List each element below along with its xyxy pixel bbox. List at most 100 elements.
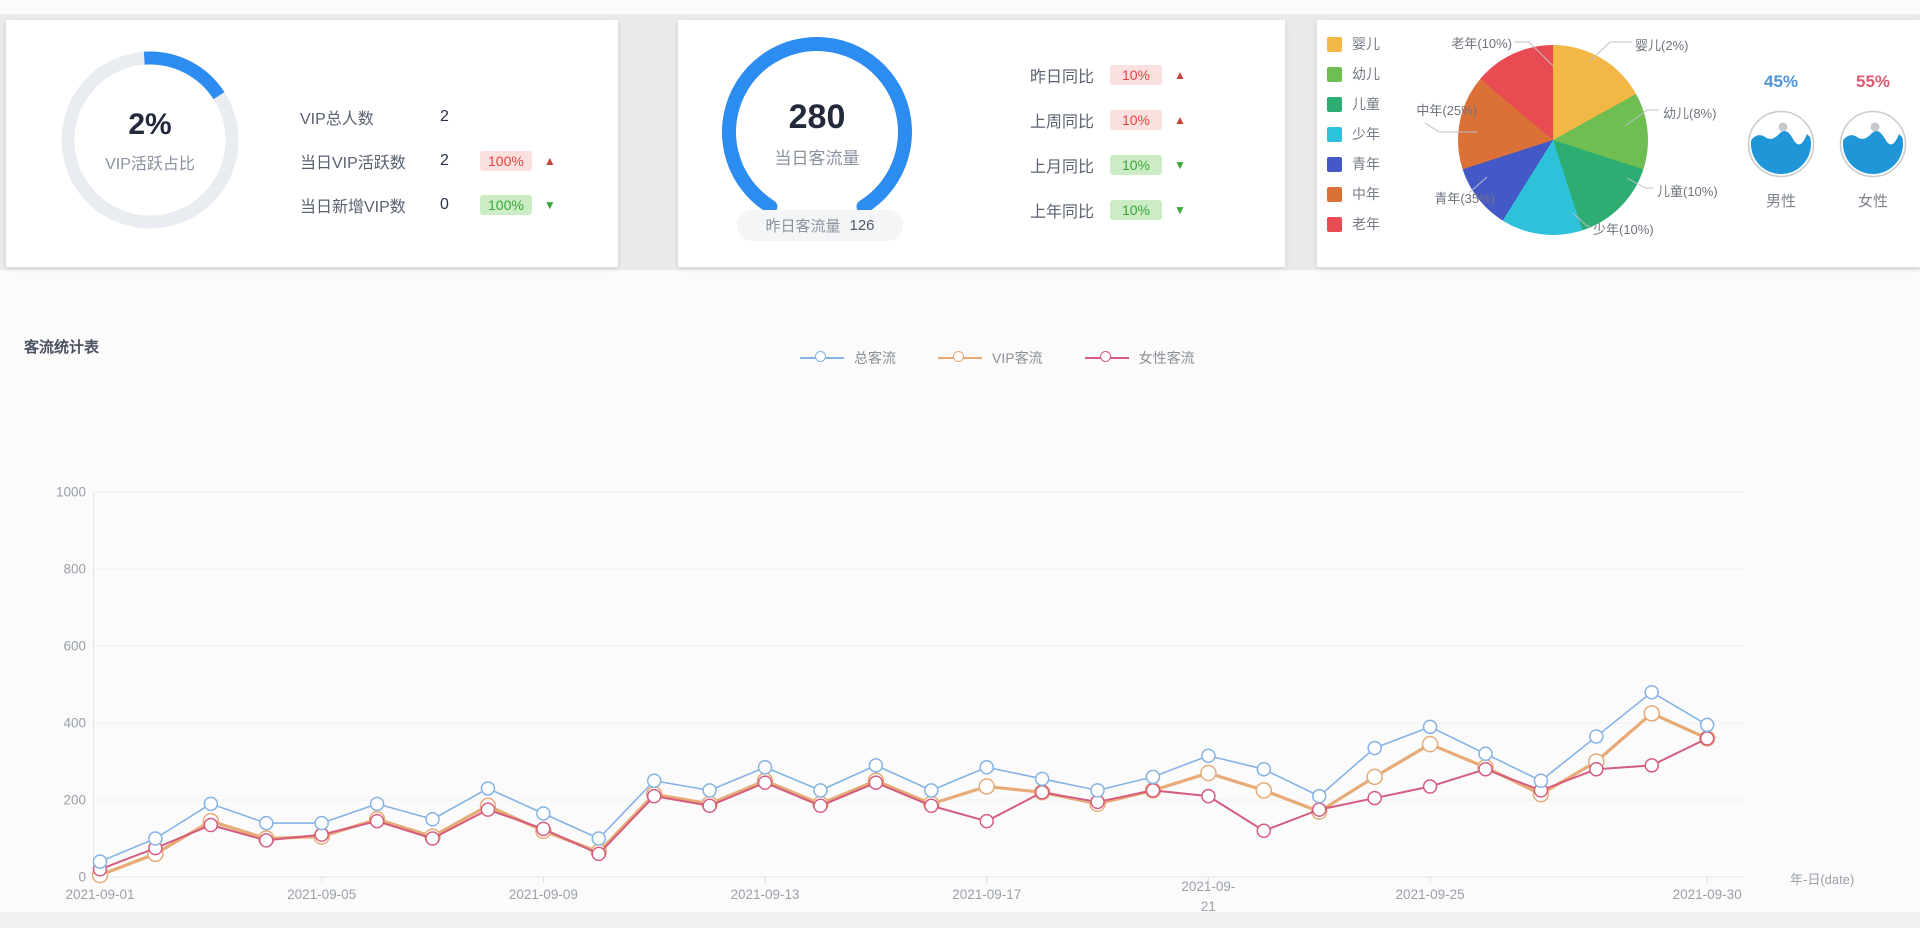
trend-down-icon: ▼: [1174, 203, 1186, 217]
svg-text:2021-09-13: 2021-09-13: [731, 887, 800, 902]
legend-label: 少年: [1352, 126, 1380, 142]
trend-up-icon: ▲: [1174, 68, 1186, 82]
legend-label: 儿童: [1352, 96, 1380, 112]
flow-legend-item[interactable]: 总客流: [800, 348, 896, 368]
age-gender-card: 婴儿幼儿儿童少年青年中年老年 老年(10%) 婴儿(2%) 幼儿(8%) 儿童(…: [1317, 20, 1920, 267]
legend-label: 婴儿: [1352, 36, 1380, 52]
line-circle-marker-icon: [938, 351, 982, 362]
change-badge: 10%: [1110, 65, 1162, 85]
pie-callout-laonian: 老年(10%): [1451, 36, 1512, 51]
svg-text:600: 600: [63, 639, 86, 654]
svg-text:800: 800: [63, 562, 86, 577]
bottom-background-band: [0, 912, 1920, 928]
vip-card: 2% VIP活跃占比 VIP总人数 2 当日VIP活跃数 2 100% ▲ 当日新增VIP数…: [6, 20, 618, 267]
marker-circle: [953, 351, 964, 362]
legend-label: 幼儿: [1352, 66, 1380, 82]
pie-legend-item[interactable]: 婴儿: [1327, 33, 1380, 55]
svg-text:2021-09-17: 2021-09-17: [952, 887, 1021, 902]
marker-circle: [1099, 351, 1111, 362]
stat-row: 上周同比 10% ▲: [1008, 108, 1186, 132]
pie-legend-item[interactable]: 少年: [1327, 123, 1380, 145]
traffic-gauge: [722, 37, 912, 227]
trend-down-icon: ▼: [543, 198, 556, 212]
stat-value: 2: [440, 108, 449, 125]
trend-up-icon: ▲: [1174, 113, 1186, 127]
traffic-today-value: 280: [788, 98, 846, 136]
svg-text:2021-09-05: 2021-09-05: [287, 887, 356, 902]
flow-legend-label: 总客流: [854, 350, 896, 366]
stat-row: 当日新增VIP数 0 100% ▼: [300, 193, 556, 217]
svg-text:200: 200: [63, 793, 86, 808]
stat-label: 上周同比: [1029, 114, 1094, 131]
yesterday-traffic-value: 126: [849, 217, 875, 234]
stat-label: 当日VIP活跃数: [300, 155, 406, 172]
stat-value: 2: [440, 152, 449, 169]
pie-legend-item[interactable]: 幼儿: [1327, 63, 1380, 85]
stat-label: 上年同比: [1029, 204, 1094, 221]
svg-text:2021-09-25: 2021-09-25: [1396, 887, 1465, 902]
stat-label: 昨日同比: [1029, 69, 1094, 86]
svg-text:2021-09-30: 2021-09-30: [1673, 887, 1742, 902]
pie-legend-item[interactable]: 中年: [1327, 183, 1380, 205]
stat-label: VIP总人数: [300, 111, 374, 128]
female-label: 女性: [1857, 193, 1888, 210]
pie-callout-zhongnian: 中年(25%): [1416, 103, 1477, 118]
age-pie-chart: [1458, 45, 1648, 235]
svg-text:0: 0: [78, 870, 86, 885]
svg-text:2021-09-: 2021-09-: [1181, 879, 1235, 894]
flow-legend-label: 女性客流: [1138, 350, 1195, 366]
change-badge: 100%: [480, 151, 532, 171]
pie-callout-shaonian: 少年(10%): [1593, 222, 1654, 237]
legend-label: 青年: [1352, 156, 1380, 172]
pie-callout-ertong: 儿童(10%): [1657, 184, 1718, 199]
traffic-card: 280 当日客流量 昨日客流量 126 昨日同比 10% ▲ 上周同比 10% ▲ 上月同比…: [678, 20, 1285, 267]
yesterday-traffic-label: 昨日客流量: [765, 218, 841, 235]
female-percent: 55%: [1855, 72, 1891, 91]
marker-circle: [815, 351, 826, 362]
change-badge: 100%: [480, 195, 532, 215]
stat-row: 上年同比 10% ▼: [1008, 198, 1186, 222]
legend-swatch: [1327, 216, 1342, 232]
pie-label-leader-lines: [1424, 41, 1659, 227]
female-liquid-chart: [1839, 110, 1907, 178]
age-pie-legend: 婴儿幼儿儿童少年青年中年老年: [1327, 33, 1380, 243]
svg-text:2021-09-01: 2021-09-01: [65, 887, 134, 902]
stat-row: 当日VIP活跃数 2 100% ▲: [300, 149, 556, 173]
legend-label: 老年: [1352, 216, 1380, 232]
traffic-today-caption: 当日客流量: [774, 149, 860, 168]
stat-row: 上月同比 10% ▼: [1008, 153, 1186, 177]
yesterday-traffic-pill: 昨日客流量 126: [737, 210, 903, 241]
legend-swatch: [1327, 156, 1342, 172]
trend-down-icon: ▼: [1174, 158, 1186, 172]
legend-swatch: [1327, 36, 1342, 52]
pie-callout-yinger: 婴儿(2%): [1635, 38, 1689, 53]
pie-legend-item[interactable]: 老年: [1327, 213, 1380, 235]
legend-swatch: [1327, 126, 1342, 142]
male-percent: 45%: [1763, 72, 1799, 91]
male-liquid-chart: [1747, 110, 1815, 178]
vip-active-caption: VIP活跃占比: [105, 156, 195, 173]
flow-legend-item[interactable]: 女性客流: [1084, 348, 1195, 368]
pie-legend-item[interactable]: 青年: [1327, 153, 1380, 175]
svg-text:21: 21: [1201, 899, 1216, 914]
flow-legend-label: VIP客流: [992, 350, 1043, 366]
trend-up-icon: ▲: [543, 154, 556, 168]
stat-value: 0: [440, 196, 449, 213]
traffic-stat-rows: 昨日同比 10% ▲ 上周同比 10% ▲ 上月同比 10% ▼ 上年同比 10% ▼: [1008, 63, 1186, 243]
male-label: 男性: [1765, 193, 1796, 210]
pie-legend-item[interactable]: 儿童: [1327, 93, 1380, 115]
line-circle-marker-icon: [800, 351, 844, 362]
line-circle-marker-icon: [1084, 351, 1129, 362]
vip-donut-gauge: [61, 51, 239, 229]
svg-text:年-日(date): 年-日(date): [1790, 872, 1854, 887]
change-badge: 10%: [1110, 155, 1162, 175]
legend-label: 中年: [1352, 186, 1380, 202]
pie-callout-qingnian: 青年(35%): [1434, 191, 1495, 206]
flow-legend-item[interactable]: VIP客流: [938, 348, 1043, 368]
flow-line-chart: 0 200 400 600 800 1000 2021-09-01 2021-09-05 202…: [56, 485, 1854, 915]
legend-swatch: [1327, 186, 1342, 202]
change-badge: 10%: [1110, 110, 1162, 130]
vip-active-percent: 2%: [128, 108, 172, 141]
pie-callout-youer: 幼儿(8%): [1663, 106, 1717, 121]
stat-label: 当日新增VIP数: [300, 199, 406, 216]
